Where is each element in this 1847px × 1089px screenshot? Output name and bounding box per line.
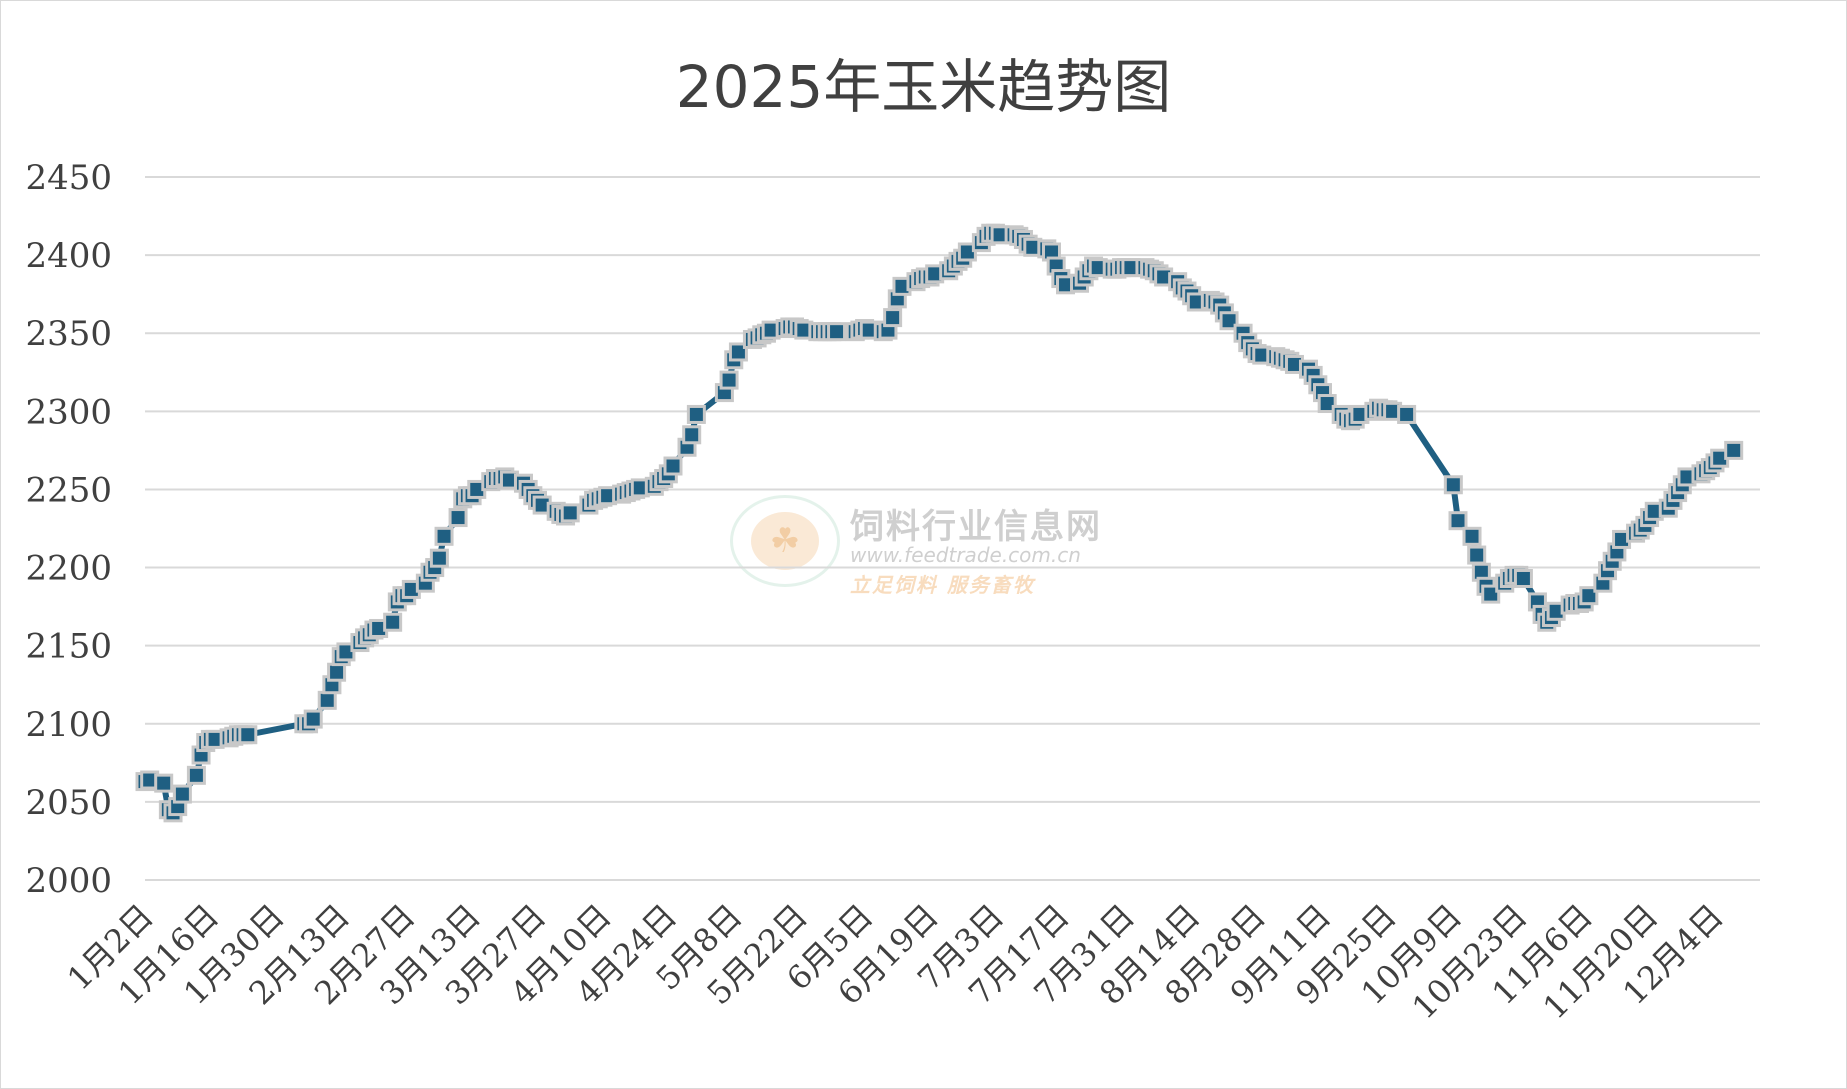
y-tick-label: 2250 (25, 470, 112, 510)
data-point (1317, 394, 1337, 414)
y-axis-ticks: 2000 2050 2100 2150 2200 2250 2300 2350 2400 2450 (25, 158, 112, 901)
data-point (1513, 568, 1533, 588)
watermark-slogan: 立足饲料 服务畜牧 (850, 573, 1035, 597)
watermark-name: 饲料行业信息网 (850, 507, 1102, 547)
data-point (883, 308, 903, 328)
wheat-icon: ☘ (751, 512, 819, 570)
y-tick-label: 2400 (25, 236, 112, 276)
data-point (1467, 545, 1487, 565)
data-point (1462, 526, 1482, 546)
watermark: ☘ 饲料行业信息网 www.feedtrade.com.cn 立足饲料 服务畜牧 (730, 495, 1130, 605)
y-tick-label: 2200 (25, 549, 112, 589)
y-tick-label: 2050 (25, 783, 112, 823)
data-point (429, 548, 449, 568)
data-point (383, 612, 403, 632)
data-point (238, 725, 258, 745)
y-tick-label: 2350 (25, 314, 112, 354)
data-point (1219, 311, 1239, 331)
y-tick-label: 2150 (25, 627, 112, 667)
data-point (1481, 584, 1501, 604)
data-point (827, 322, 847, 342)
data-point (1397, 404, 1417, 424)
data-point (186, 765, 206, 785)
data-point (1579, 586, 1599, 606)
data-point (154, 773, 174, 793)
series (135, 223, 1744, 823)
data-point (560, 503, 580, 523)
y-tick-label: 2100 (25, 705, 112, 745)
data-point (663, 456, 683, 476)
watermark-url: www.feedtrade.com.cn (850, 543, 1081, 567)
data-point (317, 690, 337, 710)
watermark-logo: ☘ (730, 495, 840, 587)
data-point (172, 784, 192, 804)
data-point (682, 425, 702, 445)
data-point (728, 342, 748, 362)
data-point (1724, 440, 1744, 460)
x-axis-ticks: 1月2日1月16日1月30日2月13日2月27日3月13日3月27日4月10日4… (60, 897, 1731, 1027)
y-tick-label: 2450 (25, 158, 112, 198)
data-point (327, 662, 347, 682)
series-line (144, 230, 1736, 816)
chart-title: 2025年玉米趋势图 (675, 53, 1172, 121)
data-point (303, 709, 323, 729)
data-point (1448, 511, 1468, 531)
data-point (448, 508, 468, 528)
y-tick-label: 2000 (25, 861, 112, 901)
y-tick-label: 2300 (25, 392, 112, 432)
data-point (434, 526, 454, 546)
data-point (719, 370, 739, 390)
data-point (1443, 475, 1463, 495)
gridlines (145, 176, 1760, 881)
data-point (686, 404, 706, 424)
